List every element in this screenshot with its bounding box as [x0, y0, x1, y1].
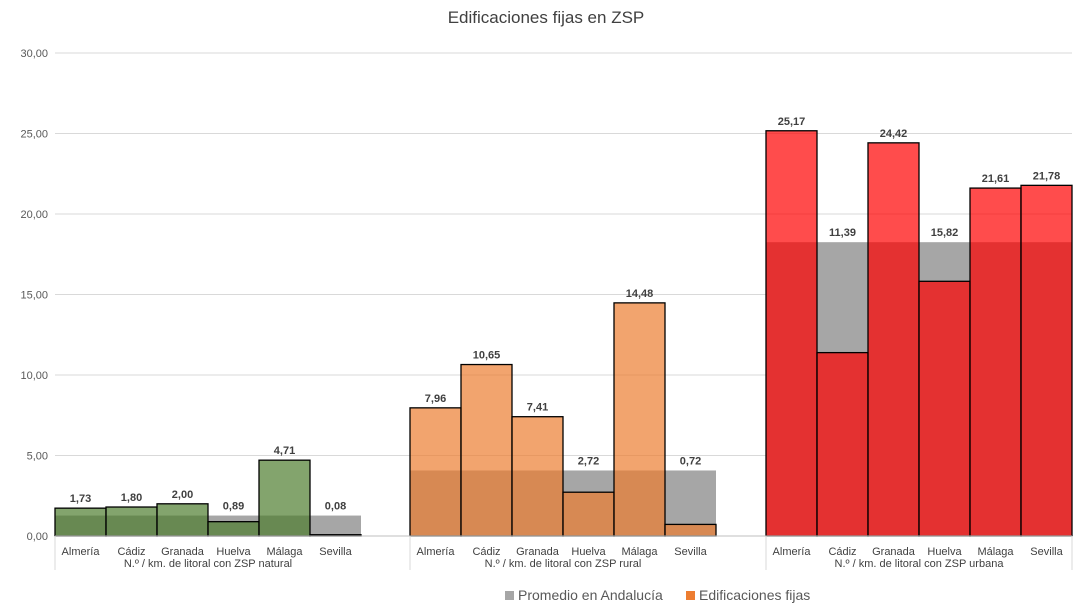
data-label: 7,41	[527, 402, 548, 414]
x-tick-label: Almería	[417, 546, 456, 558]
bar	[409, 407, 462, 537]
y-tick-label: 15,00	[20, 290, 48, 302]
data-label: 7,96	[425, 393, 446, 405]
bar	[867, 142, 920, 537]
bar	[816, 351, 869, 537]
bar	[918, 280, 971, 537]
data-label: 1,73	[70, 493, 91, 505]
x-axis: Almería Cádiz Granada Huelva Málaga Sevilla N.…	[54, 535, 1073, 570]
x-tick-label: Granada	[161, 546, 205, 558]
group-label: N.º / km. de litoral con ZSP rural	[485, 558, 642, 570]
x-tick-label: Sevilla	[1030, 546, 1063, 558]
x-tick-label: Huelva	[216, 546, 251, 558]
bar	[969, 187, 1022, 537]
y-tick-label: 5,00	[27, 451, 48, 463]
x-tick-label: Huelva	[571, 546, 606, 558]
data-label: 21,61	[982, 173, 1010, 185]
x-tick-label: Almería	[773, 546, 812, 558]
legend-swatch	[686, 591, 695, 600]
chart-title: Edificaciones fijas en ZSP	[448, 8, 645, 27]
legend: Promedio en Andalucía Edificaciones fijas	[505, 587, 810, 603]
data-label: 0,08	[325, 501, 346, 513]
bar	[765, 130, 818, 537]
bar	[664, 523, 717, 537]
bar	[562, 491, 615, 537]
x-tick-label: Cádiz	[117, 546, 145, 558]
x-tick-label: Almería	[62, 546, 101, 558]
x-tick-label: Granada	[516, 546, 560, 558]
bar	[460, 363, 513, 537]
y-axis-ticks: 0,00 5,00 10,00 15,00 20,00 25,00 30,00	[20, 48, 48, 543]
data-label: 10,65	[473, 350, 501, 362]
x-tick-label: Sevilla	[674, 546, 707, 558]
x-tick-label: Cádiz	[472, 546, 500, 558]
data-label: 0,89	[223, 501, 244, 513]
x-tick-label: Huelva	[927, 546, 962, 558]
data-label: 1,80	[121, 492, 142, 504]
x-tick-label: Málaga	[266, 546, 303, 558]
data-label: 4,71	[274, 445, 295, 457]
x-tick-label: Málaga	[621, 546, 658, 558]
data-label: 11,39	[829, 227, 856, 239]
bar	[207, 521, 260, 537]
bar	[1020, 184, 1073, 537]
data-label: 2,00	[172, 489, 193, 501]
bars	[54, 130, 1073, 537]
data-label: 24,42	[880, 128, 908, 140]
y-tick-label: 10,00	[20, 370, 48, 382]
data-labels: 1,73 1,80 2,00 0,89 4,71 0,08 7,96 10,65 7,41 2,7…	[70, 116, 1060, 513]
x-tick-label: Málaga	[977, 546, 1014, 558]
data-label: 2,72	[578, 455, 599, 467]
y-tick-label: 20,00	[20, 209, 48, 221]
data-label: 0,72	[680, 455, 701, 467]
bar	[258, 459, 311, 537]
data-label: 21,78	[1033, 170, 1061, 182]
bar	[54, 507, 107, 537]
x-tick-label: Sevilla	[319, 546, 352, 558]
bar	[105, 506, 158, 537]
group-label: N.º / km. de litoral con ZSP natural	[124, 558, 292, 570]
data-label: 14,48	[626, 288, 654, 300]
group-label: N.º / km. de litoral con ZSP urbana	[835, 558, 1005, 570]
y-tick-label: 30,00	[20, 48, 48, 60]
x-tick-label: Granada	[872, 546, 916, 558]
legend-label: Edificaciones fijas	[699, 587, 810, 603]
bar	[613, 302, 666, 537]
bar	[156, 503, 209, 537]
bar	[511, 416, 564, 537]
legend-swatch	[505, 591, 514, 600]
y-tick-label: 0,00	[27, 531, 48, 543]
data-label: 15,82	[931, 227, 959, 239]
x-tick-label: Cádiz	[828, 546, 856, 558]
y-tick-label: 25,00	[20, 129, 48, 141]
data-label: 25,17	[778, 116, 806, 128]
legend-label: Promedio en Andalucía	[518, 587, 663, 603]
